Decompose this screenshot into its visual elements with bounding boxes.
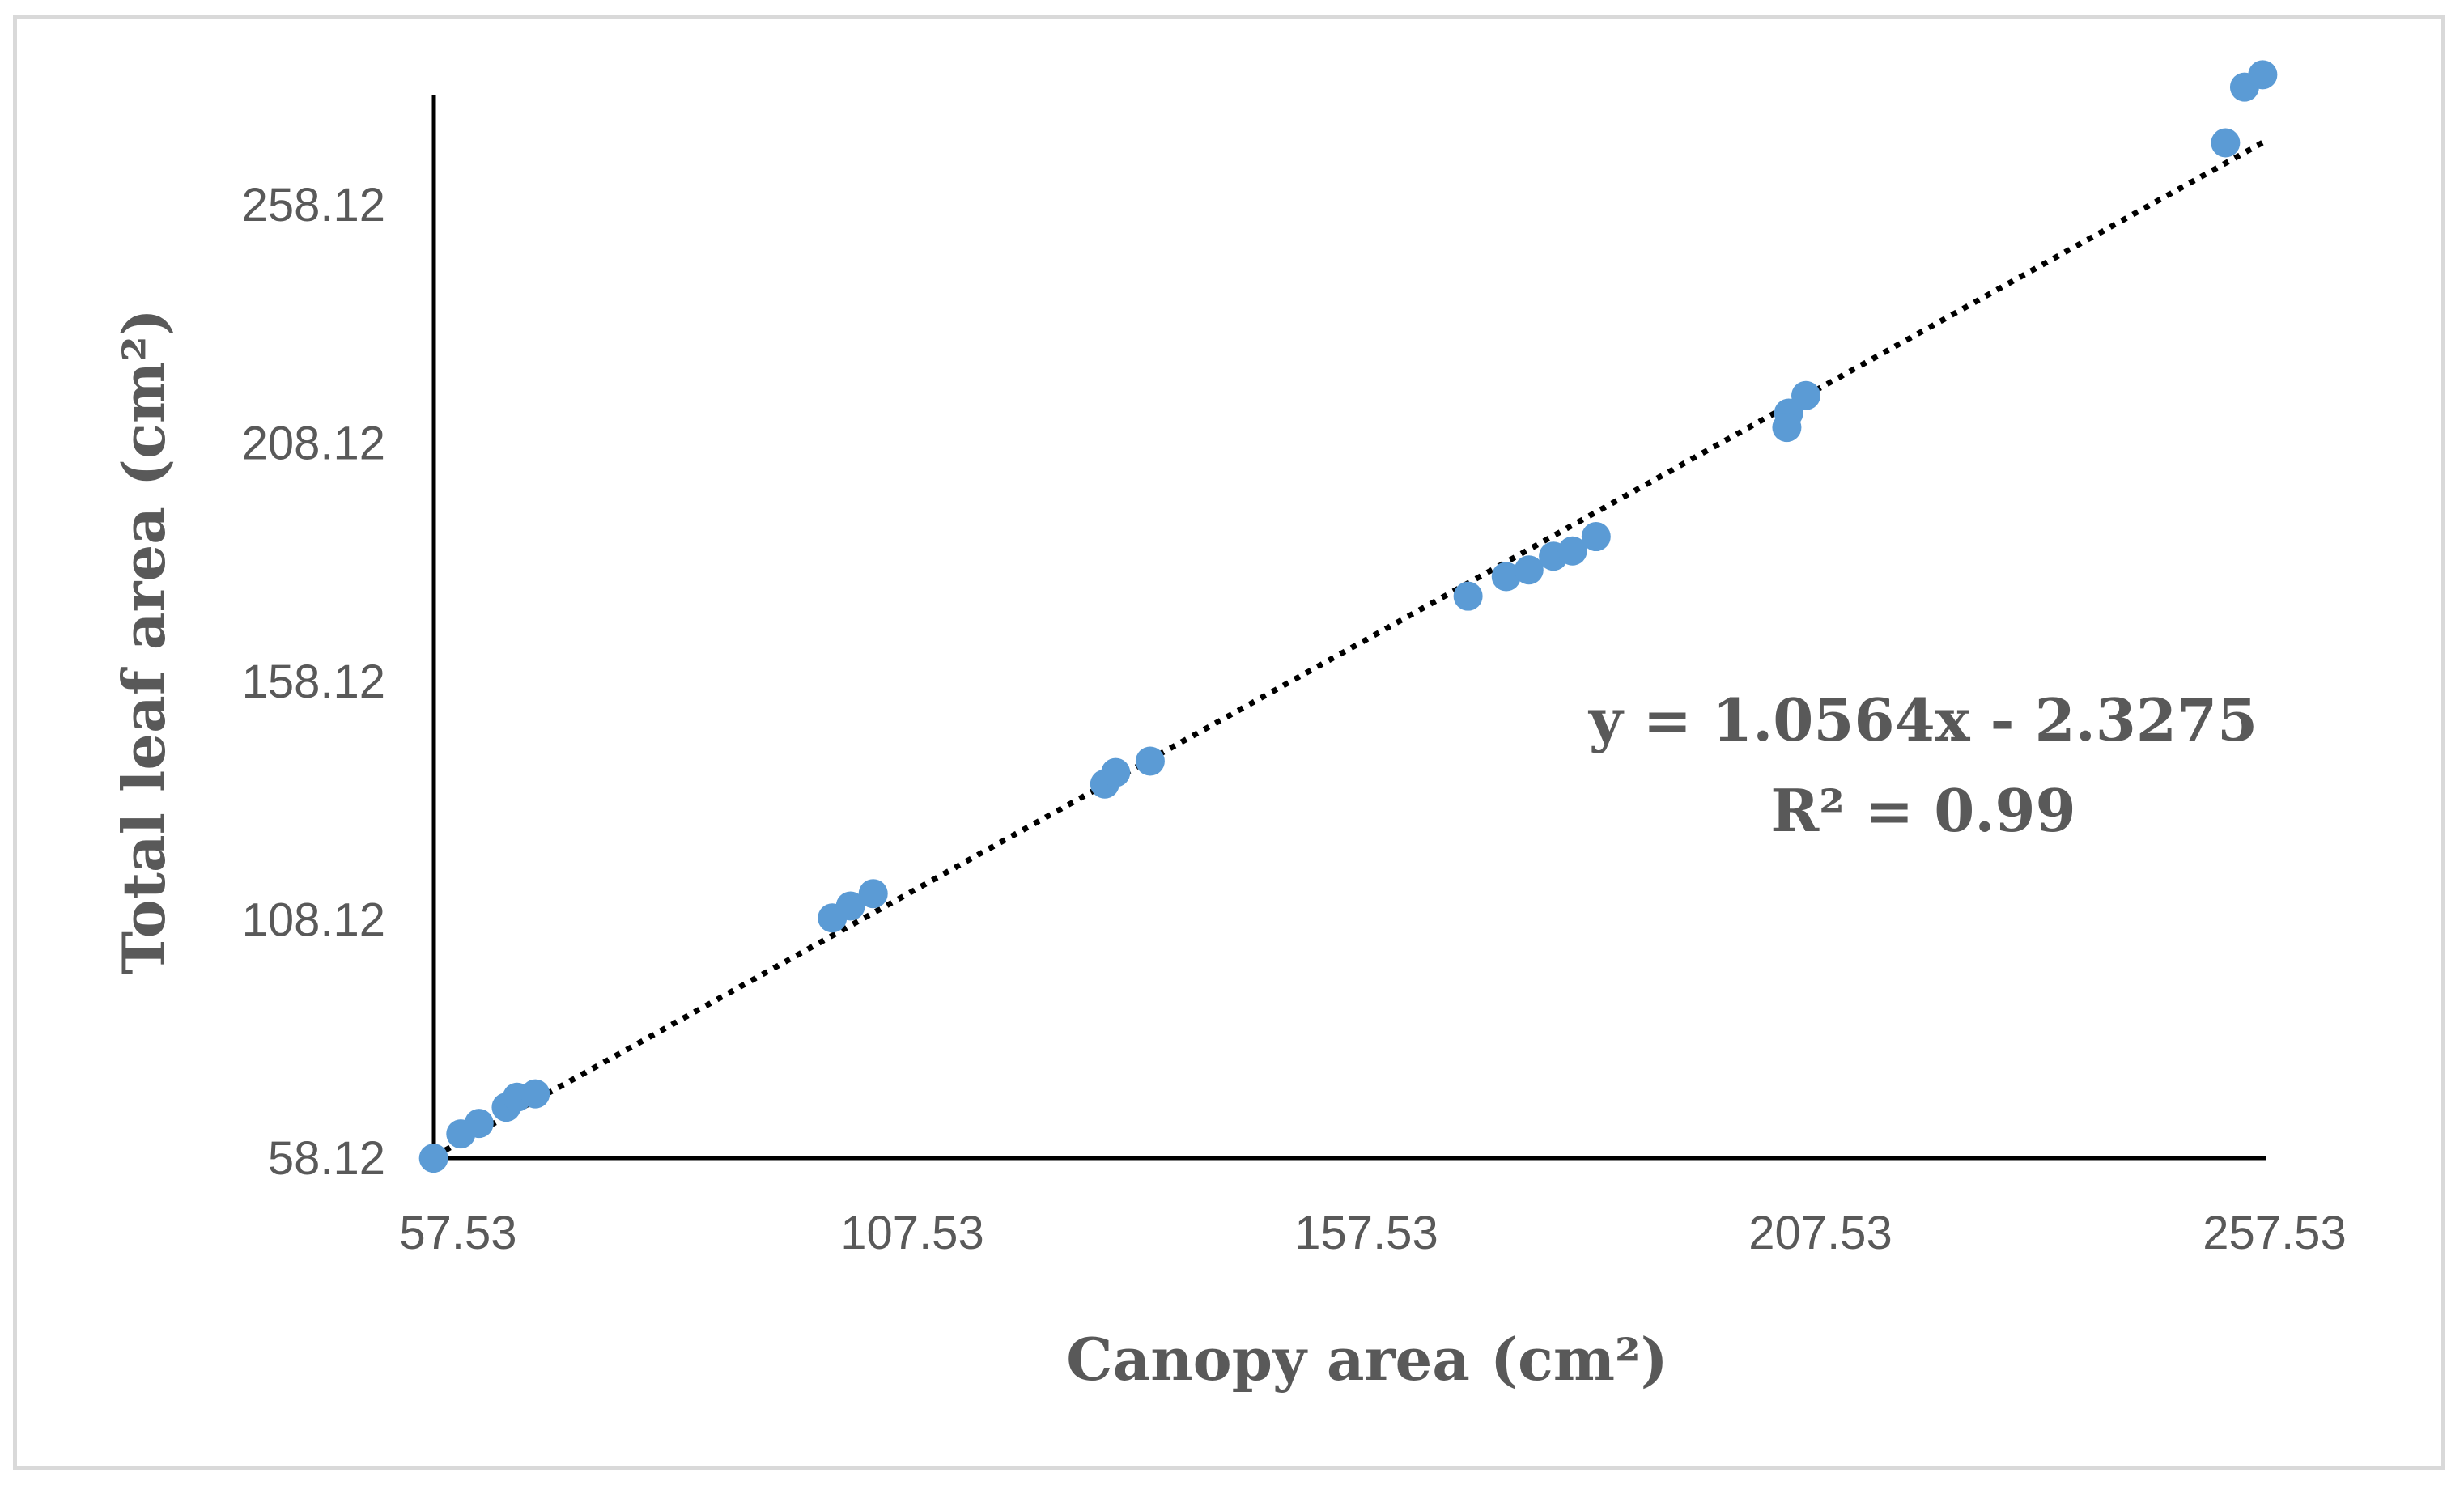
chart-frame: 57.53 107.53 157.53 207.53 257.53 58.12 108.1…	[13, 15, 2445, 1470]
data-points	[418, 60, 2278, 1173]
data-point	[464, 1109, 494, 1139]
r-squared-label: R² = 0.99	[1770, 776, 2075, 845]
x-tick-label: 57.53	[399, 1207, 516, 1259]
y-tick-label: 208.12	[242, 418, 385, 470]
x-tick-label: 257.53	[2203, 1207, 2346, 1259]
y-tick-label: 58.12	[268, 1132, 385, 1185]
y-tick-label: 108.12	[242, 894, 385, 947]
x-tick-label: 157.53	[1294, 1207, 1438, 1259]
data-point	[858, 879, 888, 909]
data-point	[1581, 522, 1611, 552]
x-tick-labels: 57.53 107.53 157.53 207.53 257.53	[399, 1207, 2346, 1259]
data-point	[2248, 60, 2278, 90]
data-point	[1791, 380, 1821, 410]
trendline-layer	[432, 137, 2270, 1160]
y-tick-label: 258.12	[242, 179, 385, 231]
x-tick-label: 207.53	[1748, 1207, 1892, 1259]
x-axis-title: Canopy area (cm²)	[1066, 1325, 1667, 1394]
regression-equation: y = 1.0564x - 2.3275	[1588, 685, 2258, 754]
trendline	[432, 137, 2270, 1160]
data-point	[1772, 413, 1802, 443]
data-point	[418, 1144, 448, 1173]
data-point	[1101, 757, 1131, 787]
data-point	[1135, 746, 1165, 776]
x-tick-label: 107.53	[840, 1207, 983, 1259]
data-point	[1557, 536, 1587, 566]
data-point	[835, 891, 865, 921]
data-point	[1491, 562, 1521, 592]
y-axis-title: Total leaf area (cm²)	[109, 308, 178, 974]
data-point	[2211, 128, 2241, 158]
scatter-chart: 57.53 107.53 157.53 207.53 257.53 58.12 108.1…	[109, 60, 2347, 1394]
y-tick-labels: 58.12 108.12 158.12 208.12 258.12	[242, 179, 385, 1185]
y-tick-label: 158.12	[242, 656, 385, 708]
data-point	[1514, 555, 1544, 585]
axes	[431, 95, 2266, 1161]
data-point	[520, 1079, 550, 1109]
data-point	[1453, 581, 1483, 611]
